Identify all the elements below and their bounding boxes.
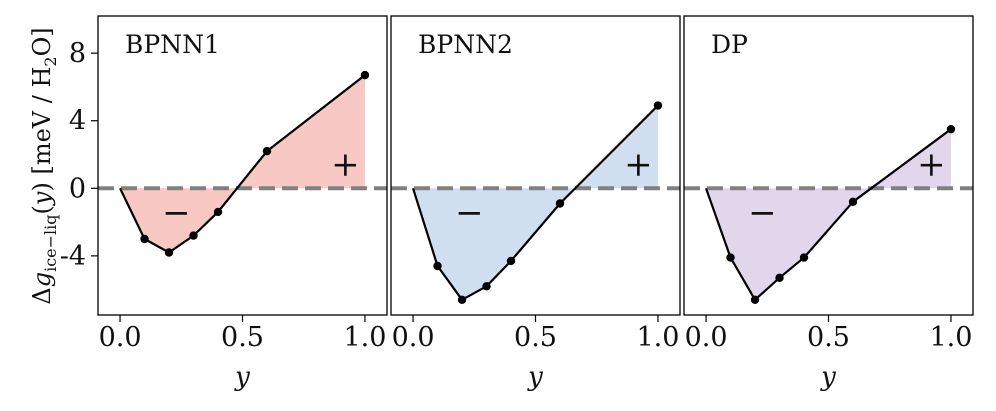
panel-title: DP [711, 30, 748, 59]
data-point [482, 282, 491, 291]
data-point [213, 207, 223, 217]
y-tick-label: 4 [69, 106, 86, 137]
data-point [457, 295, 467, 304]
data-point [189, 231, 198, 240]
data-point [726, 253, 735, 262]
plus-sign-label: + [624, 145, 653, 185]
minus-sign-label: − [455, 193, 484, 233]
data-point [848, 197, 858, 207]
y-axis-label: Δgice−liq(y) [meV / H2O] [28, 27, 60, 304]
x-tick-label: 0.0 [392, 322, 435, 353]
data-point [653, 101, 663, 110]
plus-sign-label: + [331, 145, 360, 185]
data-point [164, 248, 174, 257]
x-tick-label: 0.0 [99, 322, 142, 353]
x-axis-label: y [820, 362, 836, 392]
data-point [433, 261, 442, 271]
minus-sign-label: − [748, 193, 777, 233]
x-axis-label: y [527, 362, 543, 392]
data-point [799, 253, 809, 262]
x-tick-label: 0.5 [514, 322, 557, 353]
y-axis: -4 0 4 8 [60, 38, 98, 272]
panel-title: BPNN2 [418, 30, 513, 59]
y-tick-label: -4 [60, 241, 86, 272]
panels-layer: − + BPNN1 0.0 0.5 1.0 y − + BPNN2 0.0 0.5 1.0 y − + DP 0.… [97, 15, 974, 392]
x-tick-label: 1.0 [636, 322, 679, 353]
y-tick-label: 0 [69, 173, 86, 204]
data-point [140, 234, 149, 244]
data-point [262, 146, 272, 156]
data-point [750, 295, 760, 304]
x-tick-label: 1.0 [343, 322, 386, 353]
x-tick-label: 0.5 [221, 322, 264, 353]
x-axis-label: y [234, 362, 250, 392]
data-point [506, 256, 516, 266]
panel-bpnn2: − + BPNN2 0.0 0.5 1.0 y [390, 15, 681, 392]
filled-area [413, 105, 658, 300]
panel-bpnn1: − + BPNN1 0.0 0.5 1.0 y [97, 15, 388, 392]
data-point [775, 273, 784, 283]
plus-sign-label: + [917, 145, 946, 185]
filled-area [120, 75, 365, 253]
x-tick-label: 0.0 [685, 322, 728, 353]
data-point [946, 124, 956, 134]
data-point [555, 199, 565, 208]
x-tick-label: 0.5 [807, 322, 850, 353]
x-tick-label: 1.0 [929, 322, 972, 353]
data-point [360, 70, 370, 80]
y-tick-label: 8 [69, 38, 86, 69]
filled-area [706, 129, 951, 300]
panel-title: BPNN1 [125, 30, 220, 59]
minus-sign-label: − [162, 193, 191, 233]
panel-dp: − + DP 0.0 0.5 1.0 y [683, 15, 974, 392]
